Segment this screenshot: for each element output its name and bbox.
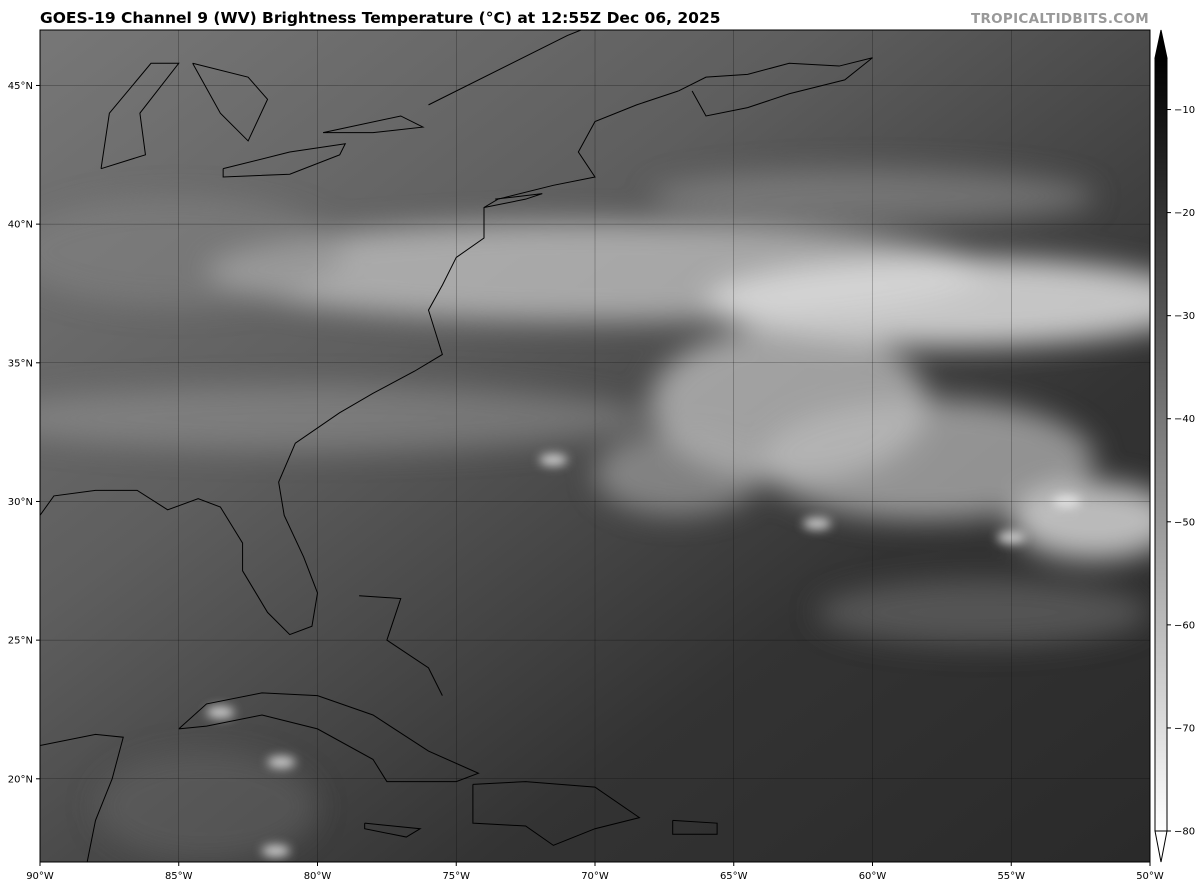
cloud-cell [261, 844, 290, 857]
x-tick-label: 65°W [720, 871, 748, 882]
x-tick-label: 75°W [442, 871, 470, 882]
coastline-lake-huron [192, 62, 269, 142]
x-tick-label: 90°W [26, 871, 54, 882]
cloud-band [1011, 482, 1150, 560]
coastline-lake-ontario [322, 115, 425, 134]
cloud-cell [267, 756, 296, 769]
coastline-nova-scotia [678, 57, 873, 117]
map-title: GOES-19 Channel 9 (WV) Brightness Temper… [40, 9, 721, 27]
colorbar-tick-label: −40 [1174, 414, 1195, 425]
coastline-yucatan [40, 733, 124, 862]
cloud-band [595, 432, 762, 516]
colorbar-tick-label: −30 [1174, 311, 1195, 322]
x-tick-label: 70°W [581, 871, 609, 882]
coastline-hispaniola [472, 781, 641, 846]
y-tick-label: 20°N [8, 774, 33, 785]
colorbar-tick-label: −10 [1174, 105, 1195, 116]
x-tick-label: 55°W [997, 871, 1025, 882]
colorbar-extend-min [1154, 830, 1168, 863]
x-tick-label: 80°W [304, 871, 332, 882]
y-tick-label: 30°N [8, 497, 33, 508]
y-tick-label: 40°N [8, 220, 33, 231]
coastline-jamaica [364, 822, 422, 838]
cloud-band [706, 257, 1150, 347]
coastline-bahamas [359, 595, 443, 696]
coastline-saint-lawrence [428, 30, 583, 106]
colorbar-tick-label: −50 [1174, 517, 1195, 528]
colorbar: −10 −20 −30 −40 −50 −60 −70 −80 [1154, 29, 1195, 863]
coastline-east-us [40, 90, 679, 636]
x-tick-label: 50°W [1136, 871, 1164, 882]
cloud-cell [803, 517, 831, 530]
cloud-cell [206, 706, 235, 719]
colorbar-tick-label: −80 [1174, 827, 1195, 838]
imagery [40, 30, 1150, 862]
colorbar-tick-label: −20 [1174, 208, 1195, 219]
coastline-lake-michigan [100, 62, 180, 170]
cloud-band [40, 385, 651, 452]
colorbar-tick-label: −70 [1174, 723, 1195, 734]
coastline-lake-erie [222, 143, 347, 178]
watermark: TROPICALTIDBITS.COM [970, 11, 1149, 27]
x-tick-label: 85°W [165, 871, 193, 882]
coastline-puerto-rico [672, 819, 718, 835]
y-tick-label: 45°N [8, 81, 33, 92]
cloud-band [817, 579, 1150, 646]
colorbar-gradient [1155, 58, 1167, 831]
x-tick-label: 60°W [859, 871, 887, 882]
colorbar-extend-max [1154, 29, 1168, 59]
colorbar-tick-label: −60 [1174, 620, 1195, 631]
cloud-cell [539, 453, 568, 466]
coastline-long-island [483, 193, 543, 208]
coastline-cuba [178, 692, 480, 783]
y-tick-label: 35°N [8, 358, 33, 369]
y-tick-label: 25°N [8, 636, 33, 647]
